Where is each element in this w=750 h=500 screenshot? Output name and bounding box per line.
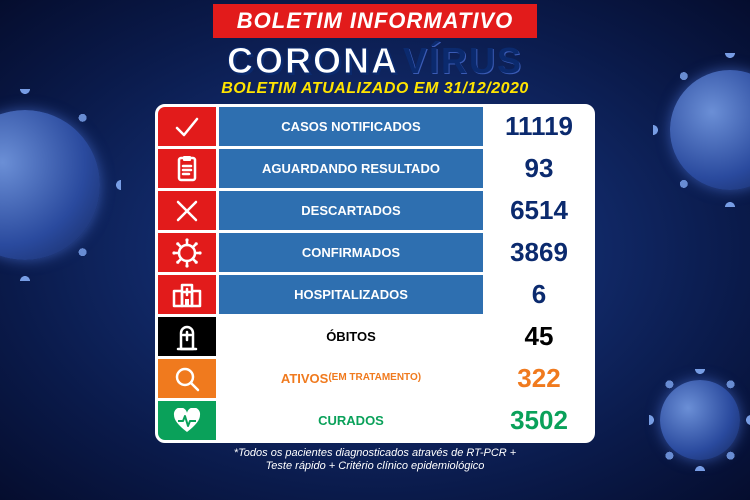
stat-label: CASOS NOTIFICADOS	[219, 107, 483, 146]
stat-row: ATIVOS(EM TRATAMENTO)322	[158, 359, 592, 398]
stat-row: ÓBITOS45	[158, 317, 592, 356]
stat-label: CURADOS	[219, 401, 483, 440]
stats-table: CASOS NOTIFICADOS11119AGUARDANDO RESULTA…	[155, 104, 595, 443]
stat-value: 6	[486, 275, 592, 314]
stat-label: ATIVOS(EM TRATAMENTO)	[219, 359, 483, 398]
title: CORONA VÍRUS	[227, 40, 523, 82]
check-icon	[158, 107, 216, 146]
subtitle-prefix: BOLETIM ATUALIZADO EM	[221, 80, 444, 97]
update-subtitle: BOLETIM ATUALIZADO EM 31/12/2020	[221, 80, 529, 98]
clipboard-icon	[158, 149, 216, 188]
footnote: *Todos os pacientes diagnosticados atrav…	[234, 447, 516, 473]
virus-illustration	[670, 70, 750, 190]
stat-value: 11119	[486, 107, 592, 146]
stat-value: 45	[486, 317, 592, 356]
stat-label: CONFIRMADOS	[219, 233, 483, 272]
magnifier-icon	[158, 359, 216, 398]
title-word-a: CORONA	[227, 40, 399, 82]
stat-label: HOSPITALIZADOS	[219, 275, 483, 314]
stat-row: CURADOS3502	[158, 401, 592, 440]
stat-value: 6514	[486, 191, 592, 230]
stat-label: AGUARDANDO RESULTADO	[219, 149, 483, 188]
content-panel: BOLETIM INFORMATIVO CORONA VÍRUS BOLETIM…	[135, 4, 615, 500]
bulletin-card: BOLETIM INFORMATIVO CORONA VÍRUS BOLETIM…	[0, 0, 750, 500]
stat-value: 93	[486, 149, 592, 188]
heart-icon	[158, 401, 216, 440]
stat-row: CASOS NOTIFICADOS11119	[158, 107, 592, 146]
header-banner: BOLETIM INFORMATIVO	[213, 4, 537, 38]
stat-value: 322	[486, 359, 592, 398]
stat-label: ÓBITOS	[219, 317, 483, 356]
subtitle-date: 31/12/2020	[444, 80, 529, 97]
cross-icon	[158, 191, 216, 230]
stat-label: DESCARTADOS	[219, 191, 483, 230]
stat-row: AGUARDANDO RESULTADO93	[158, 149, 592, 188]
virus-icon	[158, 233, 216, 272]
virus-illustration	[0, 110, 100, 260]
title-word-b: VÍRUS	[403, 40, 523, 82]
stat-row: DESCARTADOS6514	[158, 191, 592, 230]
stat-row: HOSPITALIZADOS6	[158, 275, 592, 314]
virus-illustration	[660, 380, 740, 460]
grave-icon	[158, 317, 216, 356]
stat-row: CONFIRMADOS3869	[158, 233, 592, 272]
stat-value: 3502	[486, 401, 592, 440]
stat-value: 3869	[486, 233, 592, 272]
hospital-icon	[158, 275, 216, 314]
